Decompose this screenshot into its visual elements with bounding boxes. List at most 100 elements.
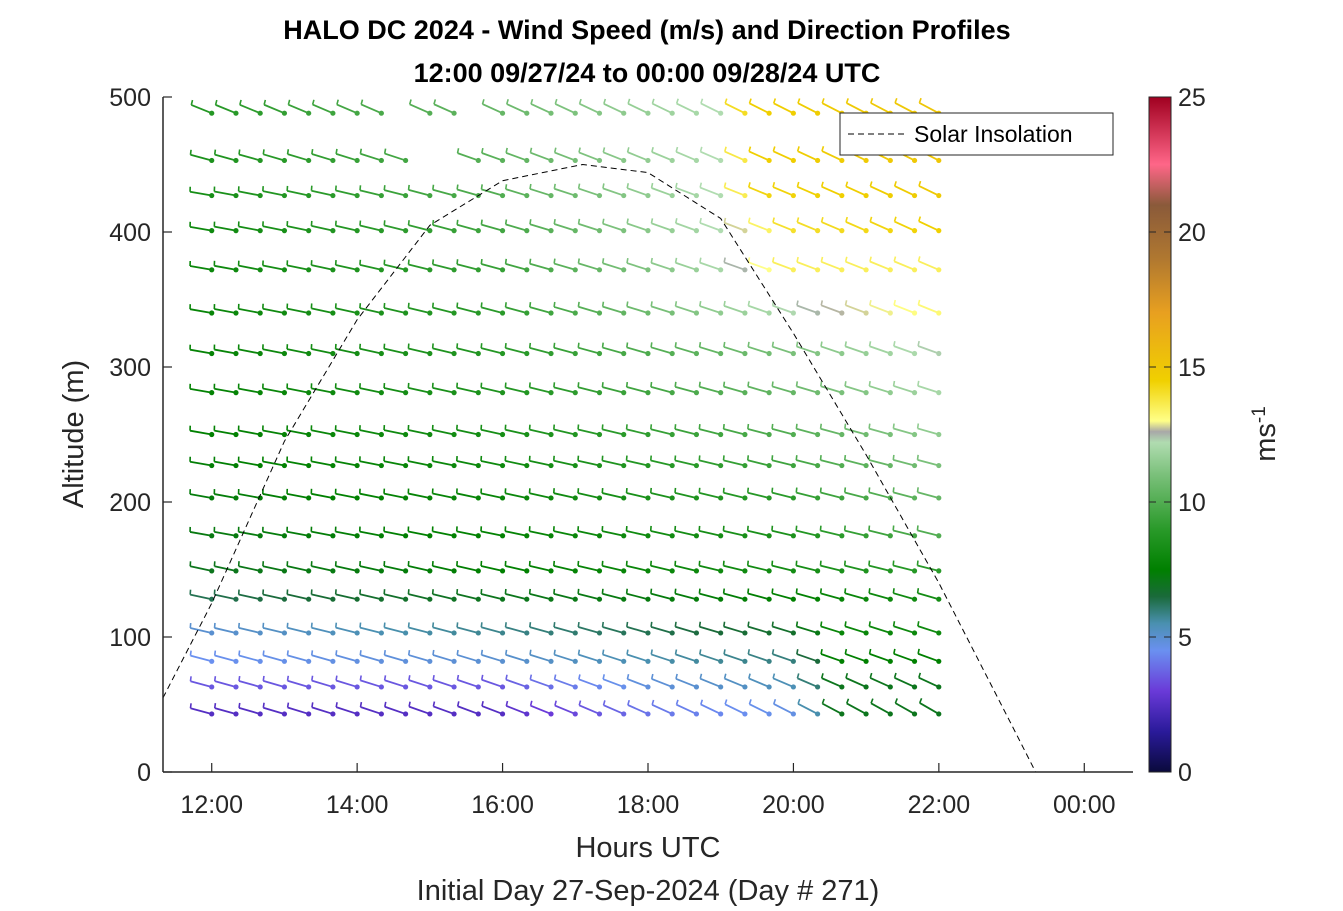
wind-barb-flag <box>553 622 556 628</box>
wind-barb-stem <box>311 679 334 688</box>
wind-barb-stem <box>676 102 697 115</box>
y-tick-label: 0 <box>137 759 151 787</box>
wind-barb-flag <box>747 257 751 263</box>
wind-barb <box>383 382 409 396</box>
wind-barb-dot <box>887 596 893 602</box>
wind-barb-flag <box>916 454 919 460</box>
wind-barb-stem <box>214 264 237 271</box>
wind-barb-dot <box>790 462 796 469</box>
wind-barb-dot <box>281 630 288 636</box>
wind-barb-dot <box>475 310 481 316</box>
wind-barb <box>431 456 457 469</box>
wind-barb <box>189 425 215 438</box>
wind-barb <box>819 588 845 602</box>
wind-barb <box>528 382 554 396</box>
wind-barb-stem <box>530 704 552 715</box>
wind-barb-stem <box>796 625 818 634</box>
wind-barb <box>237 303 263 316</box>
wind-barb <box>772 181 796 199</box>
wind-barb-stem <box>869 185 891 197</box>
wind-barb-flag <box>577 301 580 307</box>
wind-barb-dot <box>209 157 215 164</box>
wind-barb-stem <box>844 385 867 394</box>
wind-barb-flag <box>577 183 581 189</box>
wind-barb <box>771 423 796 438</box>
wind-barb-dot <box>209 431 215 438</box>
wind-barb <box>310 650 336 664</box>
wind-barb-dot <box>742 157 748 164</box>
wind-barb-dot <box>645 533 651 539</box>
wind-barb <box>237 186 263 199</box>
wind-barb-flag <box>650 649 653 655</box>
wind-barb <box>529 219 554 234</box>
wind-barb-stem <box>311 189 334 197</box>
wind-barb-flag <box>892 380 896 387</box>
wind-barb <box>601 621 627 636</box>
wind-barb <box>698 487 724 501</box>
wind-barb <box>674 487 700 501</box>
wind-barb-dot <box>330 630 336 636</box>
wind-barb-dot <box>572 711 578 717</box>
wind-barb <box>746 525 772 539</box>
wind-barb-dot <box>621 533 627 539</box>
wind-barb-flag <box>796 300 799 306</box>
wind-barb-stem <box>335 460 358 467</box>
wind-barb-dot <box>596 350 603 357</box>
wind-barb-flag <box>602 700 606 706</box>
wind-barb <box>456 674 481 690</box>
wind-barb-stem <box>699 305 721 314</box>
wind-barb-flag <box>699 146 703 152</box>
wind-barb-stem <box>505 223 528 232</box>
wind-barb-dot <box>766 658 772 664</box>
wind-barb <box>286 702 312 717</box>
wind-barb <box>917 256 942 273</box>
wind-barb-dot <box>499 658 506 664</box>
wind-barb-dot <box>451 630 457 636</box>
colorbar-tick-label: 0 <box>1178 759 1192 787</box>
wind-barb-dot <box>815 350 821 357</box>
wind-barb-dot <box>766 350 772 357</box>
wind-barb-dot <box>306 495 312 501</box>
wind-barb-stem <box>505 152 528 162</box>
wind-barb-flag <box>797 698 801 705</box>
wind-barb-stem <box>918 102 940 114</box>
x-axis-ticks: 12:00 14:00 16:00 18:00 20:00 22:00 00:00 <box>180 763 1116 819</box>
wind-barb-dot <box>524 462 530 469</box>
wind-barb <box>407 526 433 539</box>
wind-barb <box>262 260 288 273</box>
wind-barb-flag <box>845 181 849 187</box>
wind-barb <box>674 424 700 438</box>
x-tick-label: 14:00 <box>326 791 389 819</box>
wind-barb-dot <box>669 350 675 357</box>
wind-barb-dot <box>572 350 578 357</box>
wind-barb-dot <box>766 533 772 539</box>
wind-barb <box>528 488 554 501</box>
wind-barb-flag <box>796 217 800 223</box>
wind-barb <box>649 455 675 469</box>
wind-barb <box>359 589 384 602</box>
wind-barb-flag <box>480 184 483 190</box>
wind-barb-flag <box>700 98 704 104</box>
wind-barb-flag <box>359 675 362 681</box>
wind-barb-dot <box>669 157 675 164</box>
wind-barb-dot <box>645 157 651 164</box>
wind-barb <box>918 216 942 234</box>
wind-barb-dot <box>839 350 845 357</box>
wind-barb-stem <box>650 625 673 634</box>
wind-barb-flag <box>480 622 483 628</box>
wind-barb-flag <box>675 146 679 153</box>
wind-barb-flag <box>699 257 702 263</box>
wind-barb <box>795 560 821 574</box>
wind-barb-dot <box>548 711 554 717</box>
wind-barb-flag <box>699 182 703 188</box>
wind-barb <box>335 702 360 717</box>
wind-barb-flag <box>772 98 777 104</box>
wind-barb-dot <box>766 110 772 116</box>
wind-barb-stem <box>481 152 503 162</box>
wind-barb-flag <box>771 455 774 461</box>
wind-barb-dot <box>257 192 263 199</box>
wind-barb <box>917 380 942 396</box>
wind-barb-flag <box>723 217 727 223</box>
wind-barb-flag <box>845 216 848 223</box>
wind-barb-dot <box>766 192 772 199</box>
